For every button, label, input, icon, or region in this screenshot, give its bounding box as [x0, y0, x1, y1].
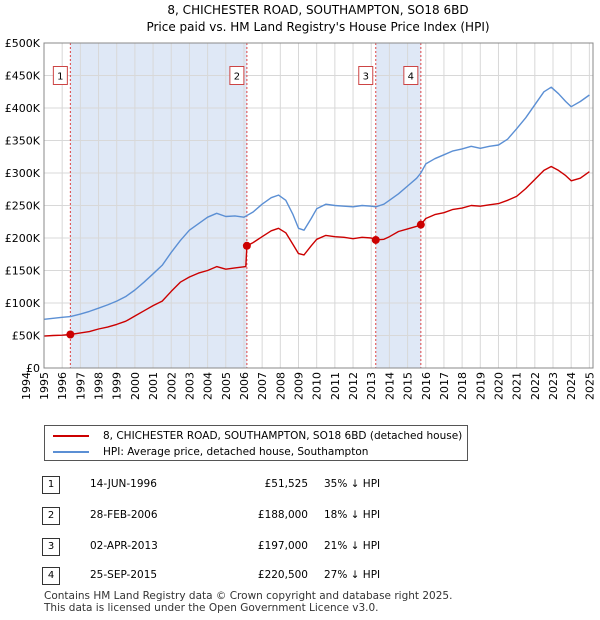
x-tick-label: 2018	[456, 372, 469, 400]
sale-point	[66, 330, 75, 339]
x-tick-label: 1996	[56, 372, 69, 400]
x-tick-label: 2013	[365, 372, 378, 400]
y-tick-label: £50K	[12, 330, 41, 343]
x-tick-label: 2011	[329, 372, 342, 400]
y-tick-label: £350K	[5, 135, 41, 148]
x-tick-label: 2016	[420, 372, 433, 400]
y-tick-label: £200K	[5, 232, 41, 245]
x-tick-label: 2015	[402, 372, 415, 400]
x-tick-label: 1999	[111, 372, 124, 400]
x-tick-label: 1998	[93, 372, 106, 400]
sale-marker-box	[358, 66, 374, 85]
x-tick-label: 2006	[238, 372, 251, 400]
sale-point	[371, 235, 380, 244]
series-line	[43, 86, 590, 320]
x-tick-label: 2001	[147, 372, 160, 400]
x-tick-label: 2005	[220, 372, 233, 400]
transaction-date: 28-FEB-2006	[90, 509, 158, 521]
legend: 8, CHICHESTER ROAD, SOUTHAMPTON, SO18 6B…	[44, 425, 468, 461]
y-tick-label: £450K	[5, 70, 41, 83]
footer-line: This data is licensed under the Open Gov…	[44, 602, 379, 614]
x-tick-label: 1994	[20, 372, 33, 400]
x-tick-label: 2020	[492, 372, 505, 400]
transaction-number: 4	[42, 567, 60, 585]
transaction-date: 25-SEP-2015	[90, 569, 158, 581]
x-tick-label: 2014	[383, 372, 396, 400]
transaction-number: 2	[42, 507, 60, 525]
sale-marker-box	[403, 66, 419, 85]
x-tick-label: 2009	[293, 372, 306, 400]
x-tick-label: 2023	[547, 372, 560, 400]
series-line	[43, 165, 590, 337]
sale-point	[242, 241, 251, 250]
transaction-price: £220,500	[257, 569, 308, 581]
x-tick-label: 2017	[438, 372, 451, 400]
x-tick-label: 2010	[311, 372, 324, 400]
y-tick-label: £250K	[5, 200, 41, 213]
transaction-hpi-diff: 18% ↓ HPI	[324, 509, 381, 521]
footer-line: Contains HM Land Registry data © Crown c…	[44, 590, 453, 602]
x-tick-label: 2000	[129, 372, 142, 400]
x-tick-label: 2003	[183, 372, 196, 400]
y-tick-label: £300K	[5, 167, 41, 180]
transaction-number: 3	[42, 538, 60, 556]
table-row: 1 14-JUN-1996 £51,525 35% ↓ HPI	[42, 476, 402, 496]
x-tick-label: 1995	[38, 372, 51, 400]
chart-subtitle: Price paid vs. HM Land Registry's House …	[146, 20, 489, 34]
transaction-price: £188,000	[257, 509, 308, 521]
x-tick-label: 1997	[74, 372, 87, 400]
table-row: 3 02-APR-2013 £197,000 21% ↓ HPI	[42, 538, 402, 558]
sale-marker-number: 2	[234, 72, 240, 83]
x-tick-label: 2008	[274, 372, 287, 400]
sale-marker-box	[229, 66, 245, 85]
transaction-hpi-diff: 27% ↓ HPI	[324, 569, 381, 581]
x-tick-label: 2007	[256, 372, 269, 400]
legend-item-property: 8, CHICHESTER ROAD, SOUTHAMPTON, SO18 6B…	[53, 428, 462, 444]
legend-line-blue	[53, 451, 89, 453]
y-tick-label: £500K	[5, 37, 41, 50]
x-tick-label: 2021	[511, 372, 524, 400]
sale-marker-number: 1	[57, 72, 63, 83]
plot-frame	[43, 42, 594, 369]
table-row: 2 28-FEB-2006 £188,000 18% ↓ HPI	[42, 507, 402, 527]
legend-line-red	[53, 435, 89, 437]
sale-marker-box	[52, 66, 68, 85]
x-tick-label: 2002	[165, 372, 178, 400]
y-tick-label: £0	[26, 362, 40, 375]
y-tick-label: £400K	[5, 102, 41, 115]
chart-title: 8, CHICHESTER ROAD, SOUTHAMPTON, SO18 6B…	[167, 3, 468, 17]
transaction-hpi-diff: 21% ↓ HPI	[324, 540, 381, 552]
x-tick-label: 2019	[474, 372, 487, 400]
sale-marker-number: 4	[408, 72, 414, 83]
legend-item-hpi: HPI: Average price, detached house, Sout…	[53, 444, 368, 460]
table-row: 4 25-SEP-2015 £220,500 27% ↓ HPI	[42, 567, 402, 587]
transaction-price: £51,525	[264, 478, 308, 490]
y-tick-label: £100K	[5, 297, 41, 310]
x-tick-label: 2012	[347, 372, 360, 400]
sale-point	[416, 220, 425, 229]
legend-label-property: 8, CHICHESTER ROAD, SOUTHAMPTON, SO18 6B…	[103, 430, 463, 442]
y-tick-label: £150K	[5, 265, 41, 278]
x-tick-label: 2024	[565, 372, 578, 400]
legend-label-hpi: HPI: Average price, detached house, Sout…	[103, 446, 369, 458]
transaction-hpi-diff: 35% ↓ HPI	[324, 478, 381, 490]
price-chart: 8, CHICHESTER ROAD, SOUTHAMPTON, SO18 6B…	[5, 3, 597, 400]
sale-marker-number: 3	[363, 72, 369, 83]
x-tick-label: 2022	[529, 372, 542, 400]
transaction-number: 1	[42, 476, 60, 494]
x-tick-label: 2004	[202, 372, 215, 400]
footer-attribution: Contains HM Land Registry data © Crown c…	[44, 590, 584, 614]
transaction-date: 02-APR-2013	[90, 540, 158, 552]
x-tick-label: 2025	[583, 372, 596, 400]
transaction-price: £197,000	[257, 540, 308, 552]
transaction-date: 14-JUN-1996	[90, 478, 157, 490]
